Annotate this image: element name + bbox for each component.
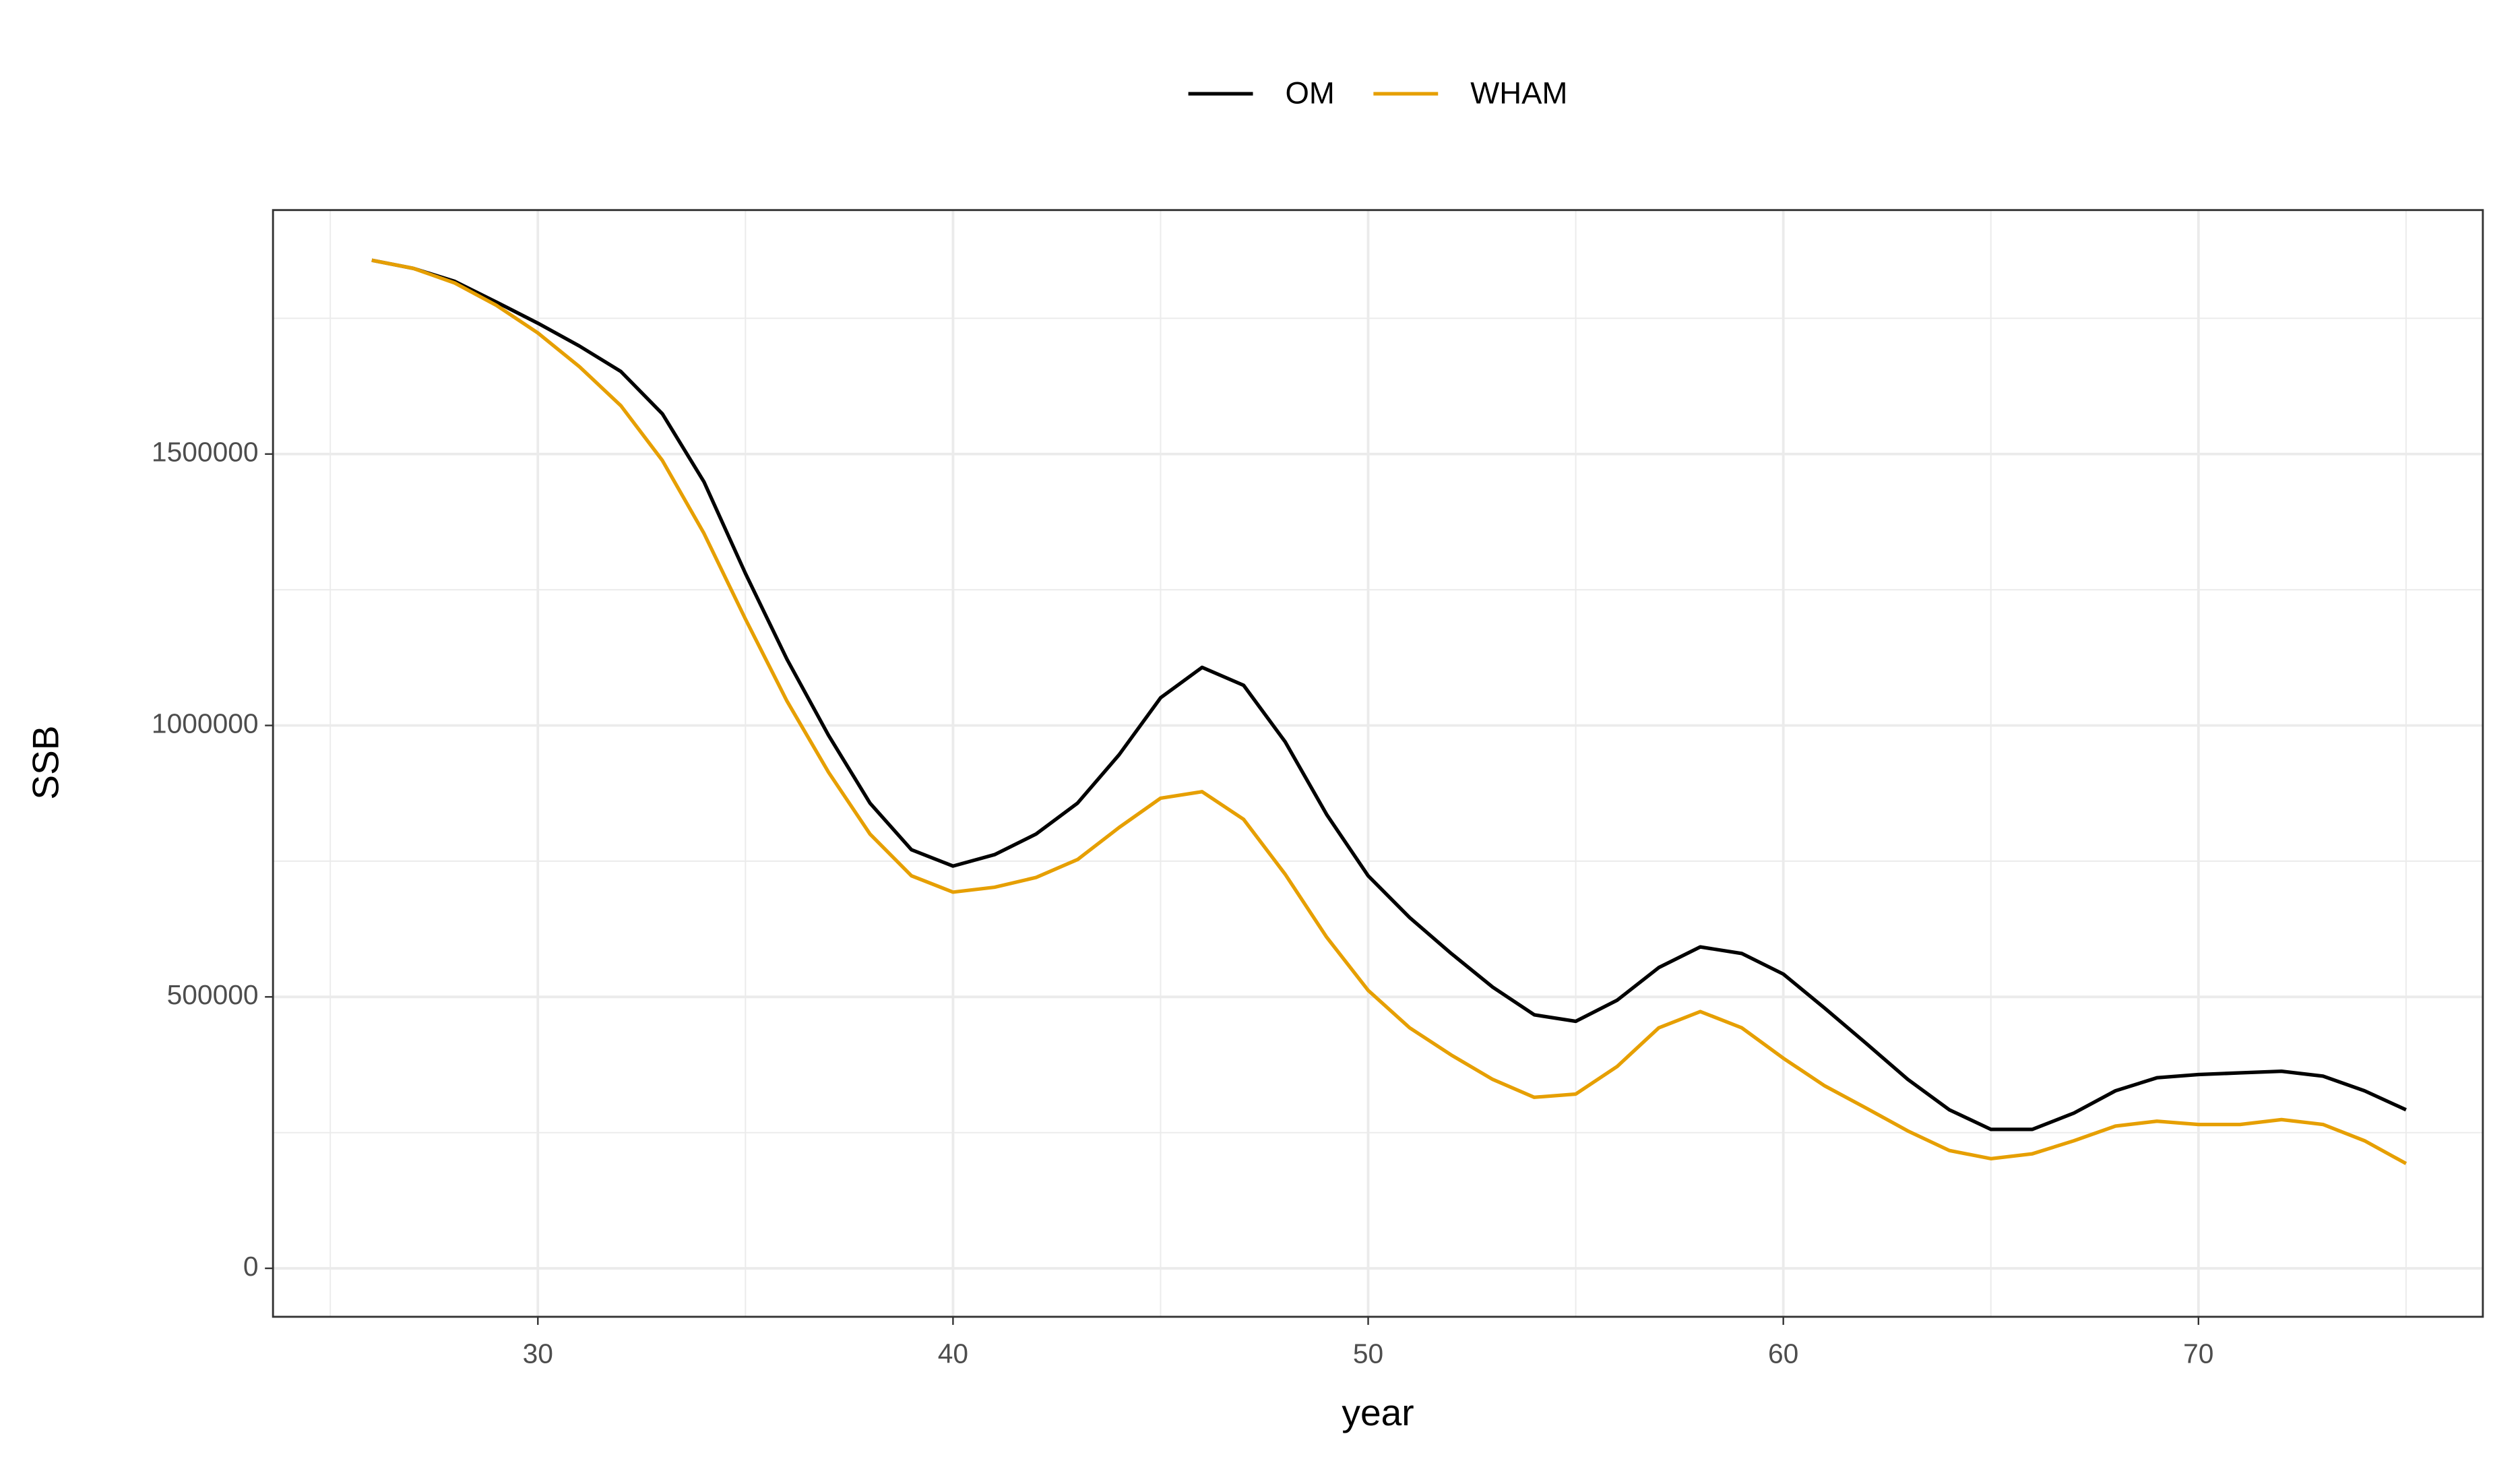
y-tick-label: 1500000 xyxy=(152,437,259,468)
plot-border xyxy=(272,209,2484,1318)
legend: OM WHAM xyxy=(1188,76,1567,111)
x-tick-label: 60 xyxy=(1768,1338,1798,1369)
series-line xyxy=(371,258,2407,1131)
x-axis-title: year xyxy=(1342,1392,1414,1433)
y-tick-label: 1000000 xyxy=(152,708,259,739)
legend-label: WHAM xyxy=(1470,76,1567,111)
x-tick-label: 70 xyxy=(2183,1338,2213,1369)
legend-label: OM xyxy=(1285,76,1334,111)
x-tick-label: 40 xyxy=(938,1338,968,1369)
y-tick-label: 0 xyxy=(243,1251,259,1282)
series-line xyxy=(371,258,2407,1165)
x-tick-label: 50 xyxy=(1353,1338,1383,1369)
x-tick-label: 30 xyxy=(523,1338,553,1369)
y-tick-label: 500000 xyxy=(167,979,259,1010)
y-axis-title: SSB xyxy=(24,725,66,799)
